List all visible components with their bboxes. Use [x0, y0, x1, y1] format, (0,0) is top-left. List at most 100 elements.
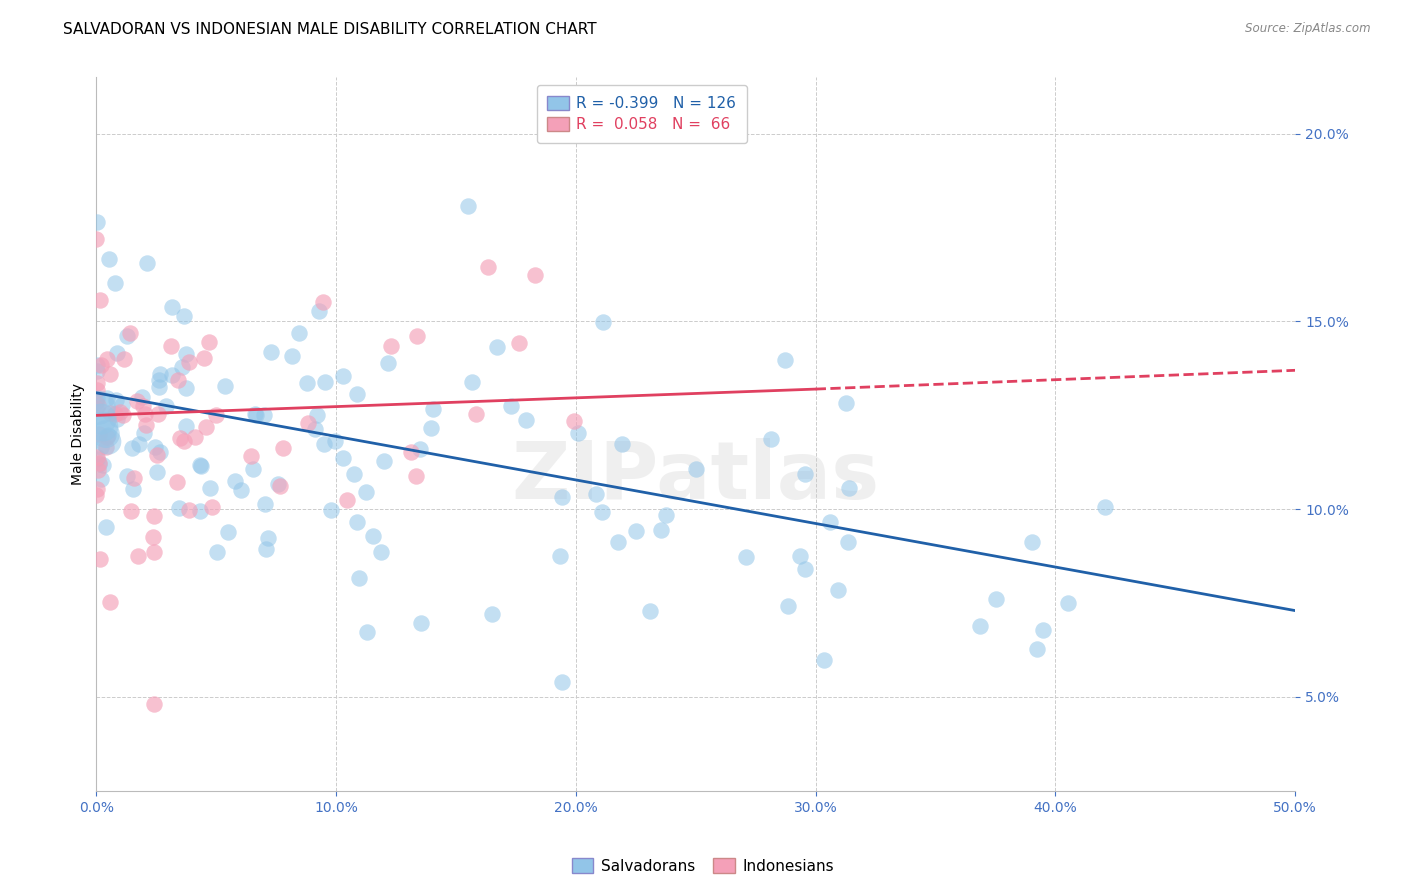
Point	[411, 615, 433, 630]
Point	[89, 552, 111, 566]
Point	[86, 383, 108, 397]
Point	[217, 525, 239, 540]
Point	[135, 255, 157, 269]
Point	[86, 364, 108, 378]
Point	[87, 463, 110, 477]
Point	[984, 591, 1007, 606]
Point	[131, 390, 153, 404]
Point	[96, 430, 118, 444]
Point	[104, 393, 127, 408]
Point	[1094, 500, 1116, 515]
Point	[838, 481, 860, 495]
Point	[104, 407, 127, 421]
Point	[773, 353, 796, 368]
Point	[640, 604, 662, 618]
Point	[336, 492, 359, 507]
Point	[240, 449, 263, 463]
Point	[188, 503, 211, 517]
Point	[592, 316, 614, 330]
Point	[87, 458, 110, 472]
Point	[86, 450, 108, 464]
Point	[485, 339, 508, 353]
Point	[548, 549, 571, 563]
Point	[97, 428, 120, 442]
Point	[149, 367, 172, 381]
Point	[461, 375, 484, 389]
Point	[86, 232, 108, 246]
Point	[354, 484, 377, 499]
Point	[86, 483, 108, 497]
Point	[776, 599, 799, 613]
Point	[591, 505, 613, 519]
Point	[347, 571, 370, 585]
Point	[508, 336, 530, 351]
Point	[155, 399, 177, 413]
Point	[1025, 642, 1047, 657]
Point	[166, 373, 188, 387]
Point	[148, 380, 170, 394]
Point	[373, 454, 395, 468]
Point	[96, 391, 118, 405]
Point	[143, 698, 166, 712]
Point	[89, 293, 111, 308]
Point	[143, 544, 166, 558]
Point	[685, 462, 707, 476]
Point	[1057, 596, 1080, 610]
Point	[104, 277, 127, 291]
Point	[253, 408, 276, 422]
Point	[169, 500, 191, 515]
Point	[346, 515, 368, 529]
Point	[128, 437, 150, 451]
Point	[585, 487, 607, 501]
Point	[465, 407, 488, 421]
Point	[169, 432, 191, 446]
Point	[173, 434, 195, 449]
Point	[177, 503, 200, 517]
Point	[149, 445, 172, 459]
Legend: Salvadorans, Indonesians: Salvadorans, Indonesians	[565, 852, 841, 880]
Point	[96, 351, 118, 366]
Point	[281, 350, 304, 364]
Point	[94, 440, 117, 454]
Point	[499, 399, 522, 413]
Text: SALVADORAN VS INDONESIAN MALE DISABILITY CORRELATION CHART: SALVADORAN VS INDONESIAN MALE DISABILITY…	[63, 22, 598, 37]
Point	[115, 469, 138, 483]
Point	[405, 468, 427, 483]
Point	[361, 529, 384, 543]
Point	[295, 376, 318, 391]
Point	[90, 472, 112, 486]
Point	[243, 408, 266, 422]
Point	[193, 351, 215, 366]
Text: ZIPatlas: ZIPatlas	[512, 438, 880, 516]
Point	[132, 426, 155, 441]
Point	[655, 508, 678, 522]
Point	[818, 515, 841, 529]
Point	[86, 358, 108, 372]
Point	[356, 625, 378, 640]
Point	[148, 373, 170, 387]
Point	[143, 440, 166, 454]
Point	[94, 427, 117, 442]
Point	[515, 413, 537, 427]
Point	[422, 402, 444, 417]
Point	[90, 440, 112, 454]
Point	[86, 401, 108, 416]
Point	[146, 407, 169, 421]
Point	[86, 394, 108, 409]
Point	[160, 301, 183, 315]
Point	[793, 467, 815, 482]
Point	[142, 530, 165, 544]
Point	[551, 674, 574, 689]
Point	[122, 482, 145, 496]
Point	[188, 458, 211, 473]
Point	[370, 545, 392, 559]
Point	[198, 481, 221, 495]
Point	[789, 549, 811, 564]
Point	[650, 523, 672, 537]
Point	[195, 420, 218, 434]
Point	[477, 260, 499, 274]
Point	[142, 509, 165, 524]
Point	[332, 368, 354, 383]
Point	[224, 474, 246, 488]
Point	[97, 434, 120, 449]
